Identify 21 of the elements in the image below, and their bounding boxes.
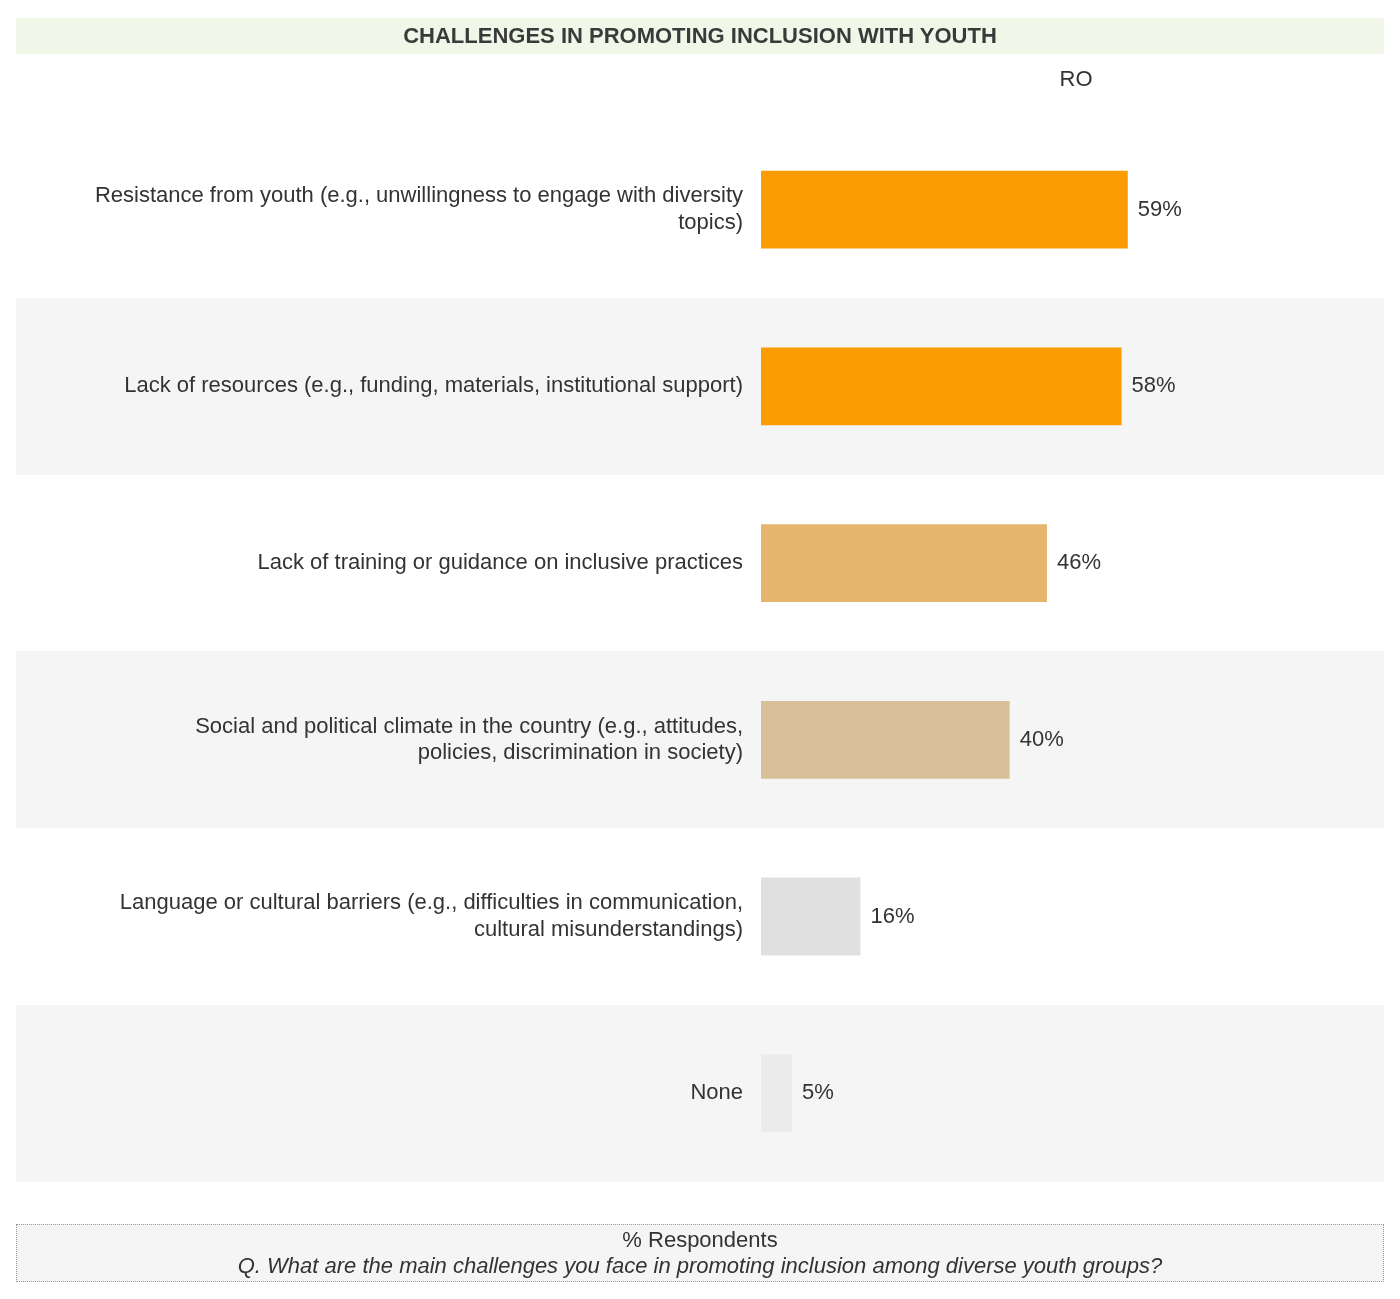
data-label: 16% (870, 902, 915, 928)
y-tick-label: Language or cultural barriers (e.g., difficulties in communication, cultural misunderstandings) (119, 889, 743, 941)
y-tick-label: Resistance from youth (e.g., unwillingness to engage with diversity topics) (94, 182, 743, 234)
data-label: 46% (1056, 549, 1102, 575)
chart-subtitle: RO (1058, 66, 1094, 92)
bar (761, 524, 1047, 602)
text: % Respondents (621, 1227, 779, 1253)
bar (761, 170, 1128, 249)
data-label: 58% (1131, 372, 1176, 398)
chart-title: CHALLENGES IN PROMOTING INCLUSION WITH YOUTH (16, 18, 1384, 54)
text: Q. What are the main challenges you face in promoting inclusion among diverse youth groups? (236, 1253, 1164, 1279)
bar (761, 700, 1010, 779)
y-tick-label: None (690, 1079, 743, 1105)
data-label: 59% (1137, 195, 1182, 221)
data-label: 40% (1019, 725, 1064, 751)
y-tick-label: Lack of resources (e.g., funding, materials, institutional support) (124, 372, 743, 398)
data-label: 5% (802, 1079, 834, 1105)
y-tick-label: Lack of training or guidance on inclusive practices (257, 549, 743, 575)
y-tick-label: Social and political climate in the country (e.g., attitudes, policies, discrimination in society) (195, 712, 743, 765)
bar (761, 347, 1122, 426)
bar (761, 877, 861, 956)
